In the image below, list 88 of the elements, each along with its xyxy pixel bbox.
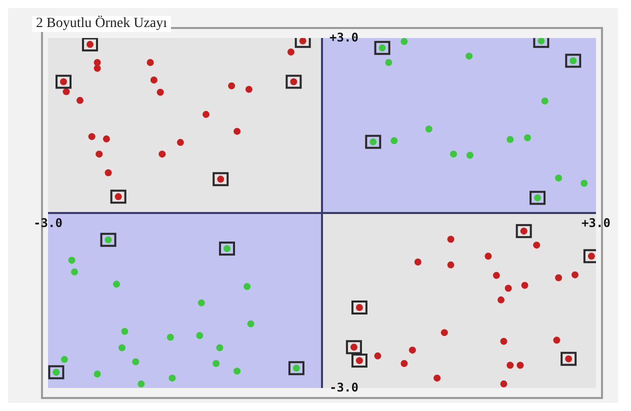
point	[530, 190, 546, 205]
point	[121, 328, 128, 335]
point	[484, 252, 492, 260]
point	[48, 365, 64, 380]
point	[100, 232, 116, 247]
point	[450, 150, 458, 158]
point	[70, 268, 78, 276]
point	[138, 380, 145, 388]
point	[60, 356, 68, 363]
point	[500, 380, 508, 388]
point	[287, 48, 294, 56]
point	[228, 82, 236, 90]
point	[374, 40, 390, 55]
point	[102, 135, 110, 142]
point	[565, 54, 582, 68]
point	[234, 368, 241, 375]
point	[94, 59, 101, 66]
point	[198, 299, 205, 306]
point	[202, 110, 210, 118]
point	[351, 354, 368, 368]
point	[498, 296, 505, 304]
point	[506, 136, 514, 143]
point	[56, 74, 72, 89]
point	[555, 274, 562, 282]
point	[500, 338, 508, 345]
point	[113, 280, 120, 288]
point	[516, 224, 532, 238]
point	[560, 352, 577, 366]
point	[110, 190, 126, 204]
point	[400, 360, 408, 367]
point	[385, 59, 392, 66]
point	[62, 88, 70, 96]
point	[288, 361, 304, 376]
point	[96, 150, 103, 158]
point	[447, 236, 454, 243]
point	[414, 258, 422, 266]
point	[447, 261, 454, 268]
point	[234, 128, 241, 135]
point	[132, 358, 140, 366]
point	[176, 138, 184, 146]
point	[212, 360, 220, 367]
point	[533, 242, 540, 249]
point	[521, 282, 528, 289]
point	[219, 242, 236, 256]
point	[118, 344, 126, 352]
point	[244, 283, 251, 290]
point	[434, 374, 441, 382]
point	[492, 272, 500, 279]
point	[286, 74, 302, 89]
point	[146, 59, 154, 66]
point	[247, 320, 254, 328]
point	[374, 352, 382, 360]
chart-title: 2 Boyutlu Örnek Uzayı	[32, 16, 172, 32]
point	[555, 174, 562, 182]
point	[351, 300, 368, 314]
point	[571, 271, 578, 278]
point	[390, 137, 398, 144]
point	[150, 76, 158, 84]
point	[94, 370, 101, 378]
point	[504, 284, 512, 292]
point	[82, 38, 98, 52]
point	[245, 86, 252, 93]
point	[168, 374, 176, 382]
point	[408, 346, 416, 354]
point	[68, 256, 76, 264]
point	[466, 52, 473, 60]
point	[516, 362, 524, 369]
point	[216, 344, 224, 352]
point	[524, 134, 531, 142]
point	[553, 336, 560, 344]
point	[212, 172, 229, 186]
point	[94, 64, 101, 72]
point	[400, 38, 408, 45]
point	[425, 126, 432, 132]
point	[346, 340, 362, 354]
point	[365, 134, 382, 149]
point	[156, 88, 164, 96]
point	[76, 96, 84, 104]
point	[466, 152, 474, 159]
point	[541, 98, 548, 104]
point	[506, 362, 514, 369]
point	[158, 150, 166, 158]
point	[104, 169, 112, 176]
point	[166, 334, 174, 341]
point	[88, 133, 96, 140]
point	[580, 180, 588, 187]
point	[440, 329, 448, 336]
point	[196, 332, 204, 339]
